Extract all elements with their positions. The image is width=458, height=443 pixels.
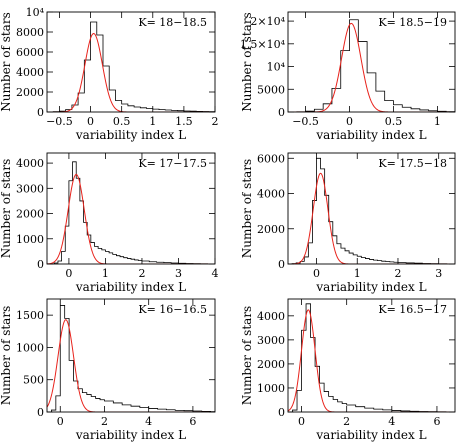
histogram-series xyxy=(47,161,215,264)
x-axis-label: variability index L xyxy=(75,428,186,442)
histogram-series xyxy=(288,19,455,112)
y-tick-label: 4000 xyxy=(16,66,44,79)
y-axis-label: Number of stars xyxy=(0,159,13,258)
x-tick-label: 2 xyxy=(101,415,108,428)
y-axis-label: Number of stars xyxy=(240,159,254,258)
y-tick-label: 1000 xyxy=(16,233,44,246)
y-axis-label: Number of stars xyxy=(240,12,254,111)
y-tick-label: 2000 xyxy=(257,223,285,236)
panel-magnitude-label: K= 16.5−17 xyxy=(378,303,447,316)
panel-magnitude-label: K= 17.5−18 xyxy=(378,157,447,170)
x-tick-label: 1.5 xyxy=(175,115,193,128)
plot-frame xyxy=(287,11,456,113)
x-tick-label: 1 xyxy=(149,115,156,128)
plot-frame xyxy=(287,152,456,265)
gaussian-fit-curve xyxy=(288,309,455,412)
gaussian-fit-curve xyxy=(288,22,455,112)
x-axis-label: variability index L xyxy=(315,128,426,142)
y-tick-label: 8000 xyxy=(16,26,44,39)
gaussian-fit-curve xyxy=(47,319,215,412)
x-axis-label: variability index L xyxy=(75,128,186,142)
y-tick-label: 2000 xyxy=(257,358,285,371)
y-tick-label: 1500 xyxy=(16,309,44,322)
histogram-panel: −0.5 0 0.5 1 1.5 20200040006000800010⁴variabi… xyxy=(0,6,219,142)
histogram-series xyxy=(288,157,455,264)
x-tick-label: 0 xyxy=(65,267,72,280)
gaussian-fit-curve xyxy=(288,172,455,264)
y-tick-label: 0 xyxy=(37,106,44,119)
y-tick-label: 10⁴ xyxy=(267,61,286,74)
y-tick-label: 1000 xyxy=(16,341,44,354)
y-tick-label: 5000 xyxy=(257,83,285,96)
y-tick-label: 4000 xyxy=(16,157,44,170)
panel-magnitude-label: K= 17−17.5 xyxy=(138,157,207,170)
plot-frame xyxy=(46,152,216,265)
x-tick-label: 3 xyxy=(175,267,182,280)
x-tick-label: 0 xyxy=(57,415,64,428)
gaussian-fit-curve xyxy=(47,173,215,264)
y-tick-label: 2000 xyxy=(16,208,44,221)
y-tick-label: 0 xyxy=(37,258,44,271)
panel-magnitude-label: K= 18.5−19 xyxy=(378,16,447,29)
y-tick-label: 6000 xyxy=(257,152,285,165)
y-tick-label: 2×10⁴ xyxy=(250,15,285,28)
y-tick-label: 1.5×10⁴ xyxy=(240,38,286,51)
x-tick-label: 2 xyxy=(212,115,219,128)
x-tick-label: 4 xyxy=(145,415,152,428)
panel-magnitude-label: K= 18−18.5 xyxy=(138,16,207,29)
x-tick-label: 4 xyxy=(212,267,219,280)
y-tick-label: 3000 xyxy=(16,182,44,195)
y-tick-label: 1000 xyxy=(257,382,285,395)
histogram-panel: 0 2 4 6 0 500 1000 1500 variability index L Numbe… xyxy=(0,298,216,442)
x-tick-label: 0 xyxy=(313,267,320,280)
x-tick-label: 0.5 xyxy=(113,115,131,128)
panel-magnitude-label: K= 16−16.5 xyxy=(138,303,207,316)
x-tick-label: −0.5 xyxy=(292,115,319,128)
x-tick-label: 3 xyxy=(435,267,442,280)
x-tick-label: 4 xyxy=(388,415,395,428)
histogram-panel: 0 2 4 6 0 1000 2000 3000 4000 variability index L… xyxy=(240,298,456,442)
plot-frame xyxy=(287,298,456,413)
y-tick-label: 0 xyxy=(37,406,44,419)
x-tick-label: 2 xyxy=(394,267,401,280)
y-tick-label: 6000 xyxy=(16,46,44,59)
y-axis-label: Number of stars xyxy=(240,306,254,405)
x-tick-label: 0 xyxy=(346,115,353,128)
x-tick-label: 6 xyxy=(433,415,440,428)
histogram-series xyxy=(288,303,455,412)
plot-frame xyxy=(46,11,216,113)
plot-frame xyxy=(46,298,216,413)
y-tick-label: 500 xyxy=(23,374,44,387)
y-axis-label: Number of stars xyxy=(0,12,13,111)
y-tick-label: 2000 xyxy=(16,86,44,99)
x-tick-label: 0 xyxy=(87,115,94,128)
x-tick-label: −0.5 xyxy=(46,115,73,128)
histogram-panel: −0.5 0 0.5 1 0 5000 10⁴ 1.5×10⁴ 2×10⁴ variability… xyxy=(240,11,456,142)
y-tick-label: 0 xyxy=(278,258,285,271)
x-tick-label: 0.5 xyxy=(385,115,403,128)
histogram-series xyxy=(47,305,215,412)
y-tick-label: 3000 xyxy=(257,334,285,347)
x-tick-label: 1 xyxy=(102,267,109,280)
y-tick-label: 10⁴ xyxy=(26,6,45,19)
x-tick-label: 0 xyxy=(298,415,305,428)
x-tick-label: 2 xyxy=(138,267,145,280)
x-tick-label: 6 xyxy=(189,415,196,428)
y-tick-label: 4000 xyxy=(257,188,285,201)
histogram-series xyxy=(47,21,215,112)
gaussian-fit-curve xyxy=(47,33,215,112)
x-axis-label: variability index L xyxy=(315,280,426,294)
x-tick-label: 1 xyxy=(354,267,361,280)
y-tick-label: 0 xyxy=(278,406,285,419)
x-tick-label: 2 xyxy=(343,415,350,428)
x-tick-label: 1 xyxy=(434,115,441,128)
y-axis-label: Number of stars xyxy=(0,306,13,405)
histogram-panel: 0 1 2 3 4 0 1000 2000 3000 4000 variability index … xyxy=(0,152,219,294)
x-axis-label: variability index L xyxy=(75,280,186,294)
histogram-panel: 0 1 2 3 0 2000 4000 6000 variability index L Numb… xyxy=(240,152,456,294)
y-tick-label: 4000 xyxy=(257,310,285,323)
x-axis-label: variability index L xyxy=(315,428,426,442)
y-tick-label: 0 xyxy=(278,106,285,119)
